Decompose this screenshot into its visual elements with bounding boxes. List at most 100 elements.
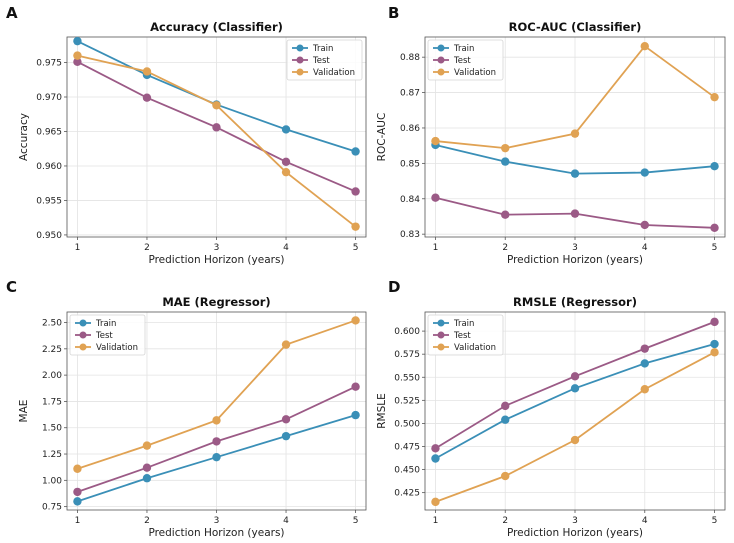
legend-label: Test <box>312 56 330 66</box>
legend-label: Train <box>453 319 474 329</box>
legend-item-test: Test <box>75 331 113 341</box>
y-axis-label: Accuracy <box>18 113 30 161</box>
legend-marker <box>437 44 445 52</box>
x-tick-label: 5 <box>712 516 718 526</box>
series-train <box>73 410 360 506</box>
legend-label: Test <box>453 331 471 341</box>
data-point <box>431 444 440 453</box>
y-tick-label: 0.86 <box>400 124 420 134</box>
y-axis-label: RMSLE <box>376 393 388 429</box>
data-point <box>570 169 580 178</box>
chart-title: MAE (Regressor) <box>162 295 270 309</box>
y-tick-label: 2.50 <box>42 319 62 329</box>
y-tick-label: 0.950 <box>36 231 62 241</box>
legend-label: Validation <box>454 343 496 353</box>
y-tick-label: 0.450 <box>394 466 420 476</box>
x-tick-label: 2 <box>144 516 150 526</box>
x-tick-label: 1 <box>433 516 439 526</box>
series-validation <box>431 348 719 507</box>
y-tick-label: 0.600 <box>394 327 420 337</box>
data-point <box>73 57 82 67</box>
legend-label: Train <box>312 44 333 54</box>
legend-label: Test <box>95 331 113 341</box>
data-point <box>281 167 291 177</box>
series-test <box>73 382 360 497</box>
data-point <box>212 452 221 462</box>
data-point <box>281 157 291 167</box>
y-tick-label: 1.50 <box>42 424 62 434</box>
x-tick-label: 2 <box>502 243 508 253</box>
series-validation <box>73 51 360 231</box>
panel-b: B ROC-AUC (Classifier) 1 2 3 4 5 0.83 0.84 0.85 0.… <box>376 4 726 266</box>
data-point <box>351 187 360 196</box>
legend-label: Train <box>453 44 474 54</box>
data-point <box>212 416 221 425</box>
legend: Train Test Validation <box>427 39 504 81</box>
legend-marker <box>437 319 445 327</box>
y-tick-label: 0.960 <box>36 162 62 172</box>
data-point <box>431 193 440 202</box>
x-tick-label: 5 <box>353 516 359 526</box>
legend-box <box>427 39 504 81</box>
x-tick-label: 4 <box>283 243 289 253</box>
data-point <box>73 464 82 473</box>
legend-box <box>69 314 146 356</box>
x-tick-label: 4 <box>283 516 289 526</box>
data-point <box>570 209 580 218</box>
y-axis-label: ROC-AUC <box>376 113 388 162</box>
y-tick-label: 0.83 <box>400 230 420 240</box>
legend-label: Test <box>453 56 471 66</box>
chart-title: RMSLE (Regressor) <box>513 295 637 309</box>
data-point <box>142 441 152 450</box>
y-tick-label: 0.75 <box>42 503 62 513</box>
panel-d: D RMSLE (Regressor) 1 2 3 4 5 0.425 0.450 0.475 0.… <box>376 278 726 539</box>
series-validation <box>431 42 719 153</box>
data-point <box>501 143 510 153</box>
data-point <box>501 415 510 424</box>
y-tick-label: 0.550 <box>394 373 420 383</box>
data-point <box>73 487 82 497</box>
panel-a: A Accuracy (Classifier) 1 2 3 4 5 0.950 0.955 0.9… <box>6 4 367 266</box>
y-tick-label: 0.88 <box>400 53 420 63</box>
y-tick-label: 0.85 <box>400 159 420 169</box>
data-point <box>281 340 291 349</box>
legend-item-test: Test <box>433 56 471 66</box>
series-test <box>431 193 719 232</box>
y-tick-label: 0.955 <box>36 196 62 206</box>
data-point <box>501 210 510 219</box>
legend-item-validation: Validation <box>433 68 496 78</box>
chart-title: ROC-AUC (Classifier) <box>509 20 642 34</box>
legend-label: Validation <box>313 68 355 78</box>
y-tick-label: 2.25 <box>42 345 62 355</box>
data-point <box>640 220 649 230</box>
y-tick-label: 0.475 <box>394 442 420 452</box>
panel-letter: B <box>388 4 399 22</box>
legend-label: Train <box>95 319 116 329</box>
x-tick-label: 2 <box>502 516 508 526</box>
data-point <box>351 316 360 325</box>
y-tick-label: 0.84 <box>400 195 420 205</box>
x-tick-label: 2 <box>144 243 150 253</box>
data-point <box>431 454 440 463</box>
data-point <box>351 147 360 156</box>
panel-letter: D <box>388 278 400 296</box>
data-point <box>212 101 221 110</box>
legend-item-validation: Validation <box>292 68 355 78</box>
x-tick-label: 3 <box>572 243 578 253</box>
x-tick-label: 3 <box>214 243 220 253</box>
data-point <box>351 222 360 231</box>
legend-marker <box>437 56 445 64</box>
data-point <box>710 223 719 232</box>
data-point <box>73 36 82 46</box>
x-tick-label: 3 <box>214 516 220 526</box>
data-point <box>570 129 580 138</box>
panel-letter: A <box>6 4 18 22</box>
data-point <box>501 401 510 411</box>
legend-item-test: Test <box>292 56 330 66</box>
legend-item-train: Train <box>433 319 474 329</box>
legend-marker <box>79 319 87 327</box>
data-point <box>351 410 360 420</box>
y-tick-label: 0.965 <box>36 127 62 137</box>
data-point <box>570 372 580 381</box>
